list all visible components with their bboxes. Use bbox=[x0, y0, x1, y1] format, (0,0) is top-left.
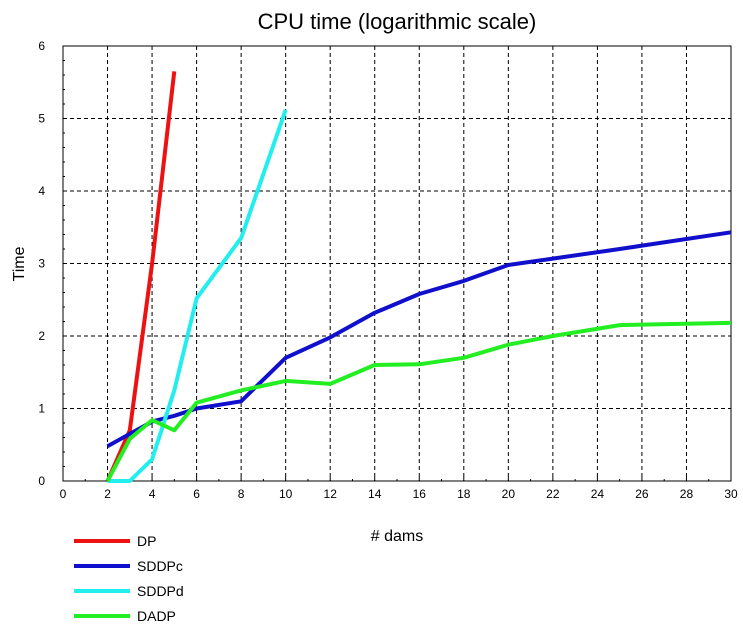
legend-label-sddpd: SDDPd bbox=[137, 583, 184, 599]
legend-label-sddpc: SDDPc bbox=[137, 558, 183, 574]
x-tick-label: 16 bbox=[413, 487, 427, 501]
series-line-dp bbox=[105, 71, 177, 482]
x-tick-label: 22 bbox=[546, 487, 560, 501]
x-tick-label: 10 bbox=[279, 487, 293, 501]
x-tick-label: 14 bbox=[368, 487, 382, 501]
y-axis-label: Time bbox=[11, 246, 28, 281]
x-tick-label: 24 bbox=[591, 487, 605, 501]
y-tick-label: 1 bbox=[38, 402, 45, 416]
x-tick-label: 28 bbox=[680, 487, 694, 501]
y-tick-label: 3 bbox=[38, 257, 45, 271]
series-lines bbox=[105, 71, 732, 483]
y-tick-label: 4 bbox=[38, 184, 45, 198]
series-line-sddpd bbox=[107, 109, 288, 483]
y-tick-label: 2 bbox=[38, 329, 45, 343]
legend-label-dp: DP bbox=[137, 533, 156, 549]
x-tick-label: 30 bbox=[724, 487, 738, 501]
x-tick-label: 4 bbox=[149, 487, 156, 501]
y-tick-label: 5 bbox=[38, 112, 45, 126]
chart-title: CPU time (logarithmic scale) bbox=[258, 9, 537, 34]
x-tick-label: 6 bbox=[193, 487, 200, 501]
x-tick-label: 8 bbox=[238, 487, 245, 501]
grid-lines bbox=[63, 46, 731, 481]
x-tick-label: 12 bbox=[324, 487, 338, 501]
x-tick-label: 2 bbox=[104, 487, 111, 501]
x-tick-label: 18 bbox=[457, 487, 471, 501]
x-tick-label: 20 bbox=[502, 487, 516, 501]
legend: DP SDDPc SDDPd DADP bbox=[74, 533, 184, 624]
x-tick-label: 26 bbox=[635, 487, 649, 501]
legend-label-dadp: DADP bbox=[137, 608, 176, 624]
y-tick-label: 0 bbox=[38, 474, 45, 488]
series-line-dadp bbox=[105, 320, 732, 482]
y-tick-label: 6 bbox=[38, 39, 45, 53]
x-tick-label: 0 bbox=[60, 487, 67, 501]
x-axis-label: # dams bbox=[371, 528, 423, 545]
